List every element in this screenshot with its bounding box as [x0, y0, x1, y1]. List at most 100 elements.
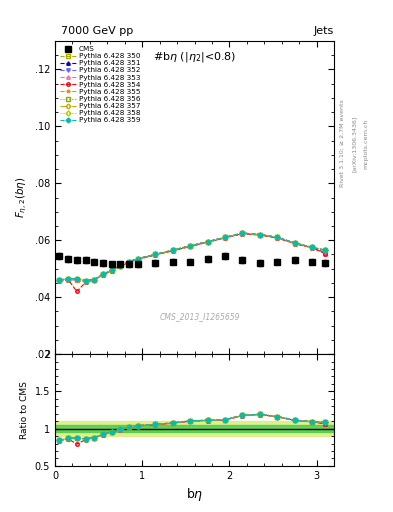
Pythia 6.428 350 [223, 234, 228, 241]
Pythia 6.428 357 [74, 275, 79, 282]
Pythia 6.428 358 [275, 234, 280, 241]
Line: Pythia 6.428 356: Pythia 6.428 356 [58, 231, 327, 283]
X-axis label: b$\eta$: b$\eta$ [186, 486, 203, 503]
Pythia 6.428 350 [310, 244, 315, 250]
Pythia 6.428 353 [205, 239, 210, 245]
Pythia 6.428 359 [292, 240, 297, 246]
Pythia 6.428 351 [127, 259, 132, 265]
Pythia 6.428 351 [323, 250, 328, 256]
Pythia 6.428 352 [66, 275, 70, 282]
Pythia 6.428 353 [92, 277, 97, 283]
Line: Pythia 6.428 355: Pythia 6.428 355 [58, 231, 327, 283]
Text: Jets: Jets [314, 26, 334, 36]
Pythia 6.428 357 [101, 271, 105, 278]
Pythia 6.428 359 [101, 271, 105, 278]
Pythia 6.428 353 [275, 235, 280, 241]
Pythia 6.428 358 [127, 259, 132, 265]
Pythia 6.428 352 [188, 243, 193, 249]
Pythia 6.428 359 [223, 234, 228, 241]
Pythia 6.428 353 [257, 232, 262, 238]
Pythia 6.428 356 [136, 255, 140, 262]
Bar [55, 421, 334, 436]
Y-axis label: $F_{\eta,2}(b\eta)$: $F_{\eta,2}(b\eta)$ [15, 177, 29, 218]
Pythia 6.428 351 [92, 276, 97, 283]
Pythia 6.428 359 [188, 243, 193, 249]
Pythia 6.428 357 [153, 251, 158, 258]
Pythia 6.428 353 [101, 272, 105, 278]
Pythia 6.428 350 [171, 247, 175, 253]
Pythia 6.428 356 [240, 230, 245, 236]
Pythia 6.428 350 [205, 239, 210, 245]
Pythia 6.428 356 [323, 247, 328, 253]
Pythia 6.428 357 [136, 255, 140, 262]
Line: Pythia 6.428 350: Pythia 6.428 350 [58, 231, 327, 283]
Pythia 6.428 355 [109, 267, 114, 273]
Pythia 6.428 359 [92, 276, 97, 283]
Line: Pythia 6.428 359: Pythia 6.428 359 [58, 231, 327, 283]
Pythia 6.428 357 [66, 275, 70, 282]
Pythia 6.428 354 [109, 268, 114, 274]
Pythia 6.428 350 [188, 243, 193, 249]
Pythia 6.428 359 [83, 278, 88, 284]
Pythia 6.428 351 [57, 277, 62, 283]
Pythia 6.428 353 [118, 263, 123, 269]
Pythia 6.428 354 [127, 259, 132, 265]
Pythia 6.428 351 [153, 251, 158, 258]
Pythia 6.428 359 [109, 267, 114, 273]
Line: Pythia 6.428 353: Pythia 6.428 353 [58, 232, 327, 284]
Pythia 6.428 350 [323, 247, 328, 253]
Pythia 6.428 354 [257, 232, 262, 238]
Pythia 6.428 355 [292, 240, 297, 246]
Pythia 6.428 354 [240, 230, 245, 237]
Pythia 6.428 350 [292, 240, 297, 246]
Legend: CMS, Pythia 6.428 350, Pythia 6.428 351, Pythia 6.428 352, Pythia 6.428 353, Pyt: CMS, Pythia 6.428 350, Pythia 6.428 351,… [59, 45, 142, 125]
Pythia 6.428 358 [240, 230, 245, 236]
Pythia 6.428 356 [66, 275, 70, 282]
Pythia 6.428 352 [257, 231, 262, 238]
Pythia 6.428 350 [118, 263, 123, 269]
Pythia 6.428 351 [83, 278, 88, 284]
Pythia 6.428 356 [92, 276, 97, 283]
Pythia 6.428 358 [323, 247, 328, 253]
Pythia 6.428 358 [101, 271, 105, 278]
Pythia 6.428 359 [310, 244, 315, 250]
Pythia 6.428 354 [310, 245, 315, 251]
Pythia 6.428 355 [127, 259, 132, 265]
Pythia 6.428 351 [240, 230, 245, 236]
Pythia 6.428 358 [66, 275, 70, 282]
Pythia 6.428 358 [310, 244, 315, 250]
Line: Pythia 6.428 357: Pythia 6.428 357 [58, 231, 327, 283]
Pythia 6.428 352 [92, 276, 97, 283]
Pythia 6.428 350 [57, 277, 62, 283]
Pythia 6.428 351 [310, 244, 315, 250]
Pythia 6.428 354 [171, 248, 175, 254]
Pythia 6.428 351 [74, 275, 79, 282]
Pythia 6.428 356 [127, 259, 132, 265]
Pythia 6.428 352 [83, 278, 88, 284]
Text: 7000 GeV pp: 7000 GeV pp [61, 26, 133, 36]
Pythia 6.428 357 [109, 267, 114, 273]
Pythia 6.428 358 [292, 240, 297, 246]
Pythia 6.428 355 [223, 234, 228, 241]
Pythia 6.428 357 [223, 234, 228, 241]
Pythia 6.428 356 [223, 234, 228, 241]
Pythia 6.428 359 [240, 230, 245, 236]
Pythia 6.428 355 [101, 271, 105, 278]
Pythia 6.428 357 [257, 231, 262, 238]
Pythia 6.428 354 [188, 243, 193, 249]
Pythia 6.428 350 [109, 267, 114, 273]
Pythia 6.428 352 [240, 230, 245, 236]
Text: [arXiv:1306.3436]: [arXiv:1306.3436] [352, 115, 357, 172]
Pythia 6.428 354 [74, 288, 79, 294]
Pythia 6.428 359 [74, 275, 79, 282]
Pythia 6.428 355 [57, 277, 62, 283]
Pythia 6.428 355 [83, 279, 88, 285]
Pythia 6.428 353 [109, 268, 114, 274]
Pythia 6.428 354 [83, 279, 88, 285]
Pythia 6.428 350 [83, 279, 88, 285]
Pythia 6.428 356 [118, 263, 123, 269]
Pythia 6.428 356 [188, 243, 193, 249]
Pythia 6.428 357 [240, 230, 245, 236]
Pythia 6.428 356 [292, 240, 297, 246]
Pythia 6.428 354 [57, 279, 62, 285]
